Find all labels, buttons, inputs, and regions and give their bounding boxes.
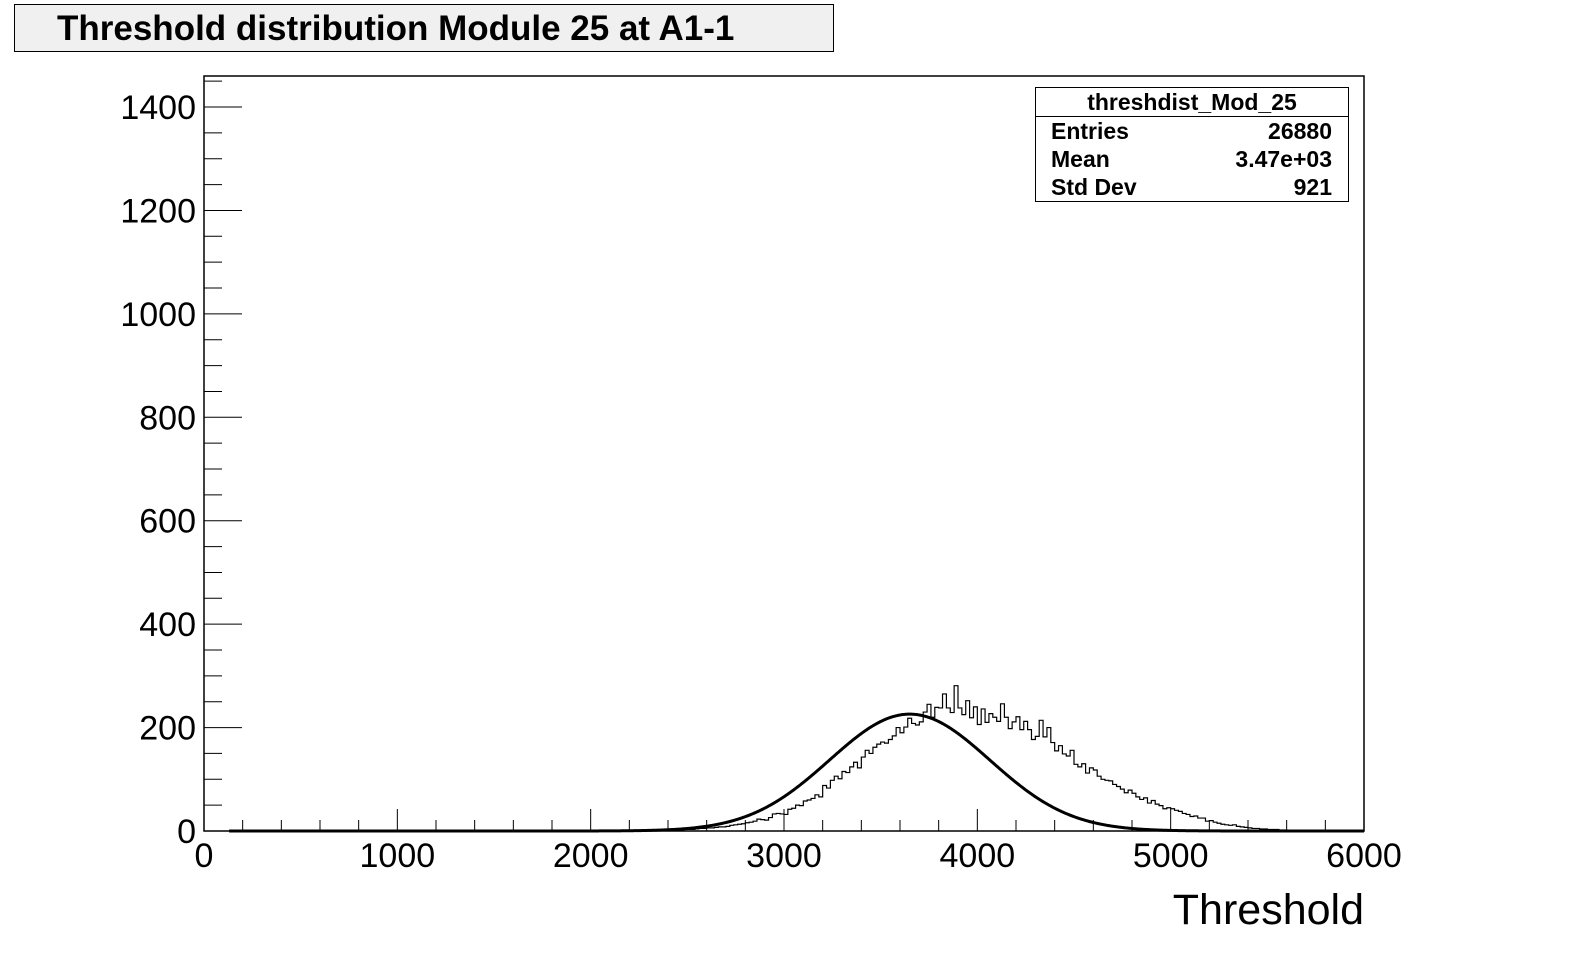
y-tick-label: 600 [139, 503, 196, 541]
x-axis-ticks [203, 809, 1365, 831]
stats-value: 921 [1293, 174, 1332, 200]
y-tick-label: 1000 [120, 296, 196, 334]
stats-label: Std Dev [1051, 174, 1137, 200]
y-tick-label: 400 [139, 606, 196, 644]
x-tick-label: 4000 [940, 837, 1016, 875]
x-tick-label: 6000 [1326, 837, 1402, 875]
stats-value: 26880 [1268, 118, 1332, 144]
stats-label: Mean [1051, 146, 1110, 172]
stats-label: Entries [1051, 118, 1129, 144]
x-axis-label: Threshold [1173, 886, 1364, 934]
stats-row-std-dev: Std Dev 921 [1036, 173, 1348, 201]
stats-row-entries: Entries 26880 [1036, 117, 1348, 145]
x-tick-label: 2000 [553, 837, 629, 875]
y-axis-tick-labels: 0 200 400 600 800 1000 1200 1400 [120, 89, 196, 851]
y-tick-label: 800 [139, 399, 196, 437]
stats-value: 3.47e+03 [1235, 146, 1332, 172]
x-axis-tick-labels: 0 1000 2000 3000 4000 5000 6000 [195, 837, 1402, 875]
stats-row-mean: Mean 3.47e+03 [1036, 145, 1348, 173]
x-tick-label: 0 [195, 837, 214, 875]
histogram-series [667, 685, 1303, 832]
y-tick-label: 0 [177, 813, 196, 851]
x-tick-label: 3000 [746, 837, 822, 875]
chart-title: Threshold distribution Module 25 at A1-1 [14, 4, 834, 52]
y-tick-label: 200 [139, 710, 196, 748]
stats-box: threshdist_Mod_25 Entries 26880 Mean 3.4… [1035, 87, 1349, 202]
x-tick-label: 5000 [1133, 837, 1209, 875]
gaussian-fit-curve [229, 712, 1364, 833]
x-tick-label: 1000 [360, 837, 436, 875]
y-axis-ticks [204, 80, 242, 832]
y-tick-label: 1200 [120, 192, 196, 230]
y-tick-label: 1400 [120, 89, 196, 127]
stats-box-title: threshdist_Mod_25 [1036, 88, 1348, 117]
